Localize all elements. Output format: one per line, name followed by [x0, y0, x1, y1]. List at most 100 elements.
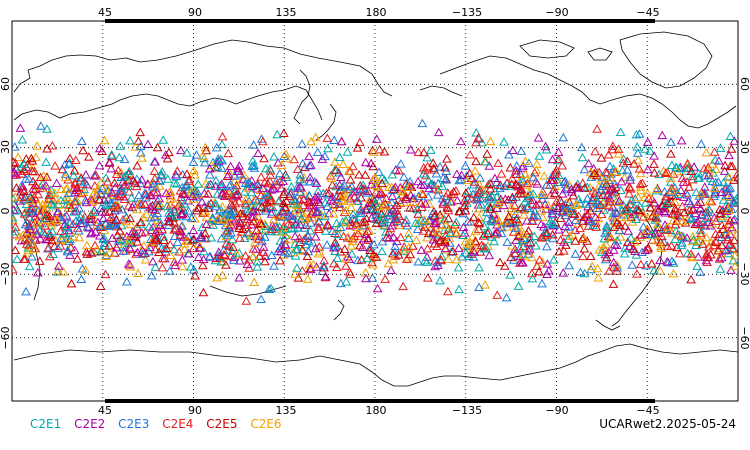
observation-marker: [451, 254, 462, 264]
observation-marker: [165, 199, 176, 209]
observation-marker: [84, 152, 94, 161]
left-lat-label: 30: [0, 140, 12, 154]
observation-marker: [721, 201, 731, 210]
observation-marker: [27, 156, 38, 165]
observation-marker: [543, 265, 554, 275]
observation-marker: [553, 177, 563, 187]
observation-marker: [623, 226, 634, 235]
observation-marker: [121, 276, 132, 286]
observation-marker: [63, 188, 74, 197]
observation-marker: [446, 189, 457, 199]
observation-marker: [256, 190, 266, 200]
observation-marker: [83, 223, 94, 232]
observation-marker: [485, 179, 496, 188]
observation-marker: [189, 213, 200, 223]
observation-marker: [200, 142, 211, 152]
observation-marker: [339, 180, 349, 190]
observation-marker: [276, 160, 287, 169]
observation-marker: [649, 159, 659, 168]
observation-marker: [624, 189, 635, 198]
observation-marker: [23, 245, 34, 255]
observation-marker: [653, 228, 664, 238]
observation-marker: [19, 194, 30, 204]
observation-marker: [314, 242, 325, 251]
observation-marker: [608, 262, 619, 271]
observation-marker: [485, 204, 496, 213]
right-lat-label: 0: [738, 208, 750, 215]
observation-marker: [536, 232, 547, 242]
observation-marker: [428, 208, 438, 218]
observation-marker: [313, 206, 323, 215]
observation-marker: [303, 236, 314, 245]
observation-marker: [621, 212, 632, 222]
observation-marker: [12, 264, 18, 274]
observation-marker: [214, 252, 225, 261]
observation-marker: [50, 161, 60, 170]
observation-marker: [224, 186, 234, 195]
observation-marker: [221, 260, 231, 269]
observation-marker: [44, 211, 55, 221]
observation-marker: [456, 170, 467, 180]
observation-marker: [111, 215, 122, 224]
observation-marker: [682, 233, 692, 242]
observation-marker: [484, 250, 495, 260]
observation-marker: [111, 169, 122, 179]
observation-marker: [251, 244, 262, 253]
observation-marker: [377, 178, 387, 188]
observation-marker: [371, 218, 382, 228]
observation-marker: [701, 147, 712, 157]
observation-marker: [41, 180, 51, 190]
observation-marker: [346, 241, 357, 250]
observation-marker: [271, 176, 282, 186]
observation-marker: [431, 168, 442, 178]
observation-marker: [20, 254, 31, 263]
observation-marker: [123, 181, 133, 191]
observation-marker: [432, 260, 443, 270]
observation-marker: [304, 260, 315, 269]
observation-marker: [48, 249, 59, 258]
observation-marker: [172, 237, 183, 246]
observation-marker: [97, 207, 107, 216]
observation-marker: [540, 141, 551, 151]
observation-marker: [203, 189, 213, 198]
observation-marker: [539, 171, 550, 180]
top-lon-label: −45: [636, 6, 659, 19]
observation-marker: [652, 219, 663, 229]
observation-marker: [274, 168, 285, 178]
observation-marker: [499, 181, 510, 191]
observation-marker: [157, 253, 168, 263]
observation-marker: [696, 228, 706, 238]
observation-marker: [24, 261, 35, 271]
observation-marker: [275, 255, 285, 265]
observation-marker: [101, 251, 111, 261]
top-lon-label: −90: [545, 6, 568, 19]
observation-marker: [443, 254, 454, 264]
observation-marker: [716, 187, 727, 196]
observation-marker: [205, 170, 215, 179]
observation-marker: [134, 190, 144, 200]
observation-marker: [135, 219, 146, 228]
observation-marker: [693, 168, 704, 178]
observation-marker: [345, 193, 355, 203]
observation-marker: [511, 165, 522, 175]
observation-marker: [99, 238, 110, 247]
observation-marker: [344, 166, 354, 175]
observation-marker: [468, 252, 479, 261]
observation-marker: [590, 212, 601, 221]
observation-marker: [44, 228, 55, 238]
observation-marker: [150, 262, 161, 271]
observation-marker: [106, 163, 117, 173]
observation-marker: [12, 194, 19, 203]
observation-marker: [128, 176, 139, 185]
observation-marker: [601, 179, 612, 188]
observation-marker: [179, 238, 190, 248]
observation-marker: [662, 241, 673, 251]
observation-marker: [66, 242, 76, 252]
observation-marker: [636, 259, 646, 269]
observation-marker: [666, 185, 677, 195]
observation-marker: [697, 239, 708, 248]
observation-marker: [338, 189, 348, 199]
observation-marker: [278, 198, 289, 208]
observation-marker: [680, 218, 691, 227]
observation-marker: [193, 179, 203, 188]
